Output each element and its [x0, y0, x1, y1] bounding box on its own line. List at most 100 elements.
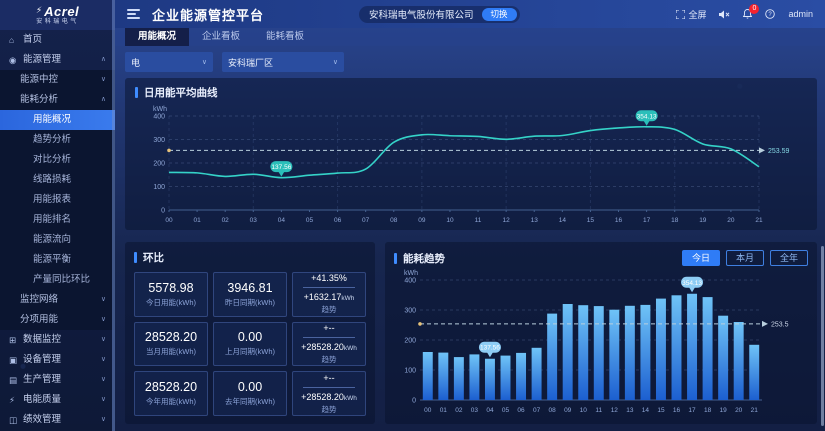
svg-text:20: 20	[735, 407, 743, 414]
company-selector: 安科瑞电气股份有限公司 切换	[359, 5, 520, 23]
sidebar-item-energy-management[interactable]: ◉ 能源管理 ∧	[0, 50, 115, 70]
energy-trend-title-text: 能耗趋势	[403, 252, 445, 265]
stat-label: 上月同期(kWh)	[225, 347, 275, 357]
sidebar-item-energy-flow[interactable]: 能源流向	[0, 230, 115, 250]
tab-enterprise-board[interactable]: 企业看板	[202, 31, 241, 42]
brand-logo-icon: ⚡	[35, 5, 43, 15]
data-icon: ⊞	[9, 335, 17, 345]
svg-text:300: 300	[153, 137, 165, 144]
fullscreen-button[interactable]: 全屏	[676, 8, 706, 21]
sidebar: ⚡ Acrel 安科瑞电气 ⌂ 首页 ◉ 能源管理 ∧ 能源中控 ∨ 能耗分析 ∧ 用能概况 趋势分…	[0, 0, 115, 431]
svg-text:06: 06	[517, 407, 525, 414]
svg-text:?: ?	[769, 12, 773, 18]
daily-average-panel-title: 日用能平均曲线	[135, 85, 807, 100]
trend-percent: +41.35%	[311, 273, 347, 284]
svg-text:137.56: 137.56	[480, 345, 500, 352]
main-area: 企业能源管控平台 安科瑞电气股份有限公司 切换 全屏 0 ?	[115, 0, 825, 431]
chevron-down-icon: ∨	[201, 59, 207, 66]
svg-text:354.13: 354.13	[682, 280, 702, 287]
svg-text:21: 21	[755, 217, 763, 224]
page-scrollbar[interactable]	[821, 246, 824, 426]
trend-percent: +--	[323, 322, 335, 333]
sidebar-item-energy-analysis[interactable]: 能耗分析 ∧	[0, 90, 115, 110]
year-button[interactable]: 全年	[769, 250, 808, 266]
help-button[interactable]: ?	[765, 9, 776, 19]
trend-label: 趋势	[321, 404, 337, 414]
svg-text:03: 03	[471, 407, 479, 414]
svg-text:137.56: 137.56	[271, 164, 291, 171]
svg-text:11: 11	[475, 217, 482, 224]
home-icon: ⌂	[9, 35, 15, 45]
sidebar-item-line-loss[interactable]: 线路损耗	[0, 170, 115, 190]
divider	[303, 386, 355, 388]
sidebar-item-usage-overview[interactable]: 用能概况	[0, 110, 115, 130]
stat-label: 去年同期(kWh)	[225, 397, 275, 407]
daily-average-title-text: 日用能平均曲线	[144, 87, 218, 99]
sidebar-item-label: 能源管理	[23, 54, 62, 65]
stat-label: 今日用能(kWh)	[146, 297, 196, 307]
energy-type-select[interactable]: 电 ∨	[125, 52, 213, 72]
value-pin-marker: 137.56	[270, 161, 293, 177]
sidebar-item-monitoring-network[interactable]: 监控网络 ∨	[0, 290, 115, 310]
stat-value: 5578.98	[148, 280, 194, 295]
month-button[interactable]: 本月	[725, 250, 764, 266]
huanbi-title-text: 环比	[143, 252, 164, 264]
svg-text:253.5: 253.5	[771, 321, 789, 328]
svg-text:200: 200	[153, 161, 165, 168]
trend-percent: +--	[323, 372, 335, 383]
stat-card: 0.00 去年同期(kWh)	[213, 371, 287, 416]
svg-text:16: 16	[673, 407, 681, 414]
notifications-button[interactable]: 0	[743, 4, 760, 19]
sidebar-item-energy-central-control[interactable]: 能源中控 ∨	[0, 70, 115, 90]
sidebar-item-trend-analysis[interactable]: 趋势分析	[0, 130, 115, 150]
sidebar-item-label: 能源中控	[20, 74, 59, 85]
huanbi-panel: 环比 5578.98 今日用能(kWh) 3946.81 昨日同期(kWh) +41.3…	[125, 242, 375, 424]
collapse-menu-icon[interactable]	[127, 9, 140, 19]
sidebar-item-usage-report[interactable]: 用能报表	[0, 190, 115, 210]
chevron-up-icon: ∧	[100, 96, 106, 103]
stat-label: 当月用能(kWh)	[146, 347, 196, 357]
sidebar-item-device-management[interactable]: ▣ 设备管理 ∨	[0, 350, 115, 370]
trend-card: +-- +28528.20kWh 趋势	[292, 371, 366, 416]
svg-text:10: 10	[580, 407, 588, 414]
svg-text:08: 08	[549, 407, 557, 414]
stat-value: 0.00	[237, 330, 263, 345]
title-accent-bar	[394, 252, 397, 264]
tab-energy-board[interactable]: 能耗看板	[266, 31, 305, 42]
area-select[interactable]: 安科瑞厂区 ∨	[222, 52, 344, 72]
sidebar-item-production-management[interactable]: ▤ 生产管理 ∨	[0, 370, 115, 390]
sidebar-item-label: 首页	[23, 34, 43, 45]
mute-button[interactable]	[719, 10, 730, 19]
stat-card: 3946.81 昨日同期(kWh)	[213, 272, 287, 317]
today-button[interactable]: 今日	[681, 250, 720, 266]
switch-company-button[interactable]: 切换	[481, 7, 517, 21]
sidebar-item-usage-ranking[interactable]: 用能排名	[0, 210, 115, 230]
sidebar-item-data-monitoring[interactable]: ⊞ 数据监控 ∨	[0, 330, 115, 350]
sidebar-item-power-quality[interactable]: ⚡ 电能质量 ∨	[0, 390, 115, 410]
stat-card: 0.00 上月同期(kWh)	[213, 321, 287, 367]
sidebar-item-performance-management[interactable]: ◫ 绩效管理 ∨	[0, 410, 115, 430]
performance-icon: ◫	[9, 415, 18, 425]
svg-text:02: 02	[455, 407, 463, 414]
svg-text:0: 0	[412, 398, 416, 405]
tab-usage-overview[interactable]: 用能概况	[125, 28, 190, 46]
sidebar-menu: ⌂ 首页 ◉ 能源管理 ∧ 能源中控 ∨ 能耗分析 ∧ 用能概况 趋势分析 对比分析 线路损耗 用能报表用…	[0, 30, 115, 431]
chevron-down-icon: ∨	[100, 416, 106, 423]
sidebar-item-output-yoy-mom[interactable]: 产量同比环比	[0, 270, 115, 290]
huanbi-panel-title: 环比	[134, 250, 366, 265]
svg-text:09: 09	[564, 407, 572, 414]
company-name: 安科瑞电气股份有限公司	[369, 10, 474, 21]
help-icon: ?	[765, 9, 776, 19]
sidebar-item-energy-balance[interactable]: 能源平衡	[0, 250, 115, 270]
stat-card: 5578.98 今日用能(kWh)	[134, 272, 208, 317]
sidebar-item-label: 对比分析	[33, 154, 72, 165]
sidebar-item-home[interactable]: ⌂ 首页	[0, 30, 115, 50]
svg-text:00: 00	[424, 407, 432, 414]
sidebar-item-sub-metering[interactable]: 分项用能 ∨	[0, 310, 115, 330]
energy-trend-bars	[422, 293, 760, 400]
sidebar-item-comparison-analysis[interactable]: 对比分析	[0, 150, 115, 170]
power-quality-icon: ⚡	[9, 395, 15, 405]
chevron-up-icon: ∧	[100, 56, 106, 63]
notification-badge: 0	[749, 4, 760, 14]
user-menu[interactable]: admin	[788, 9, 813, 19]
